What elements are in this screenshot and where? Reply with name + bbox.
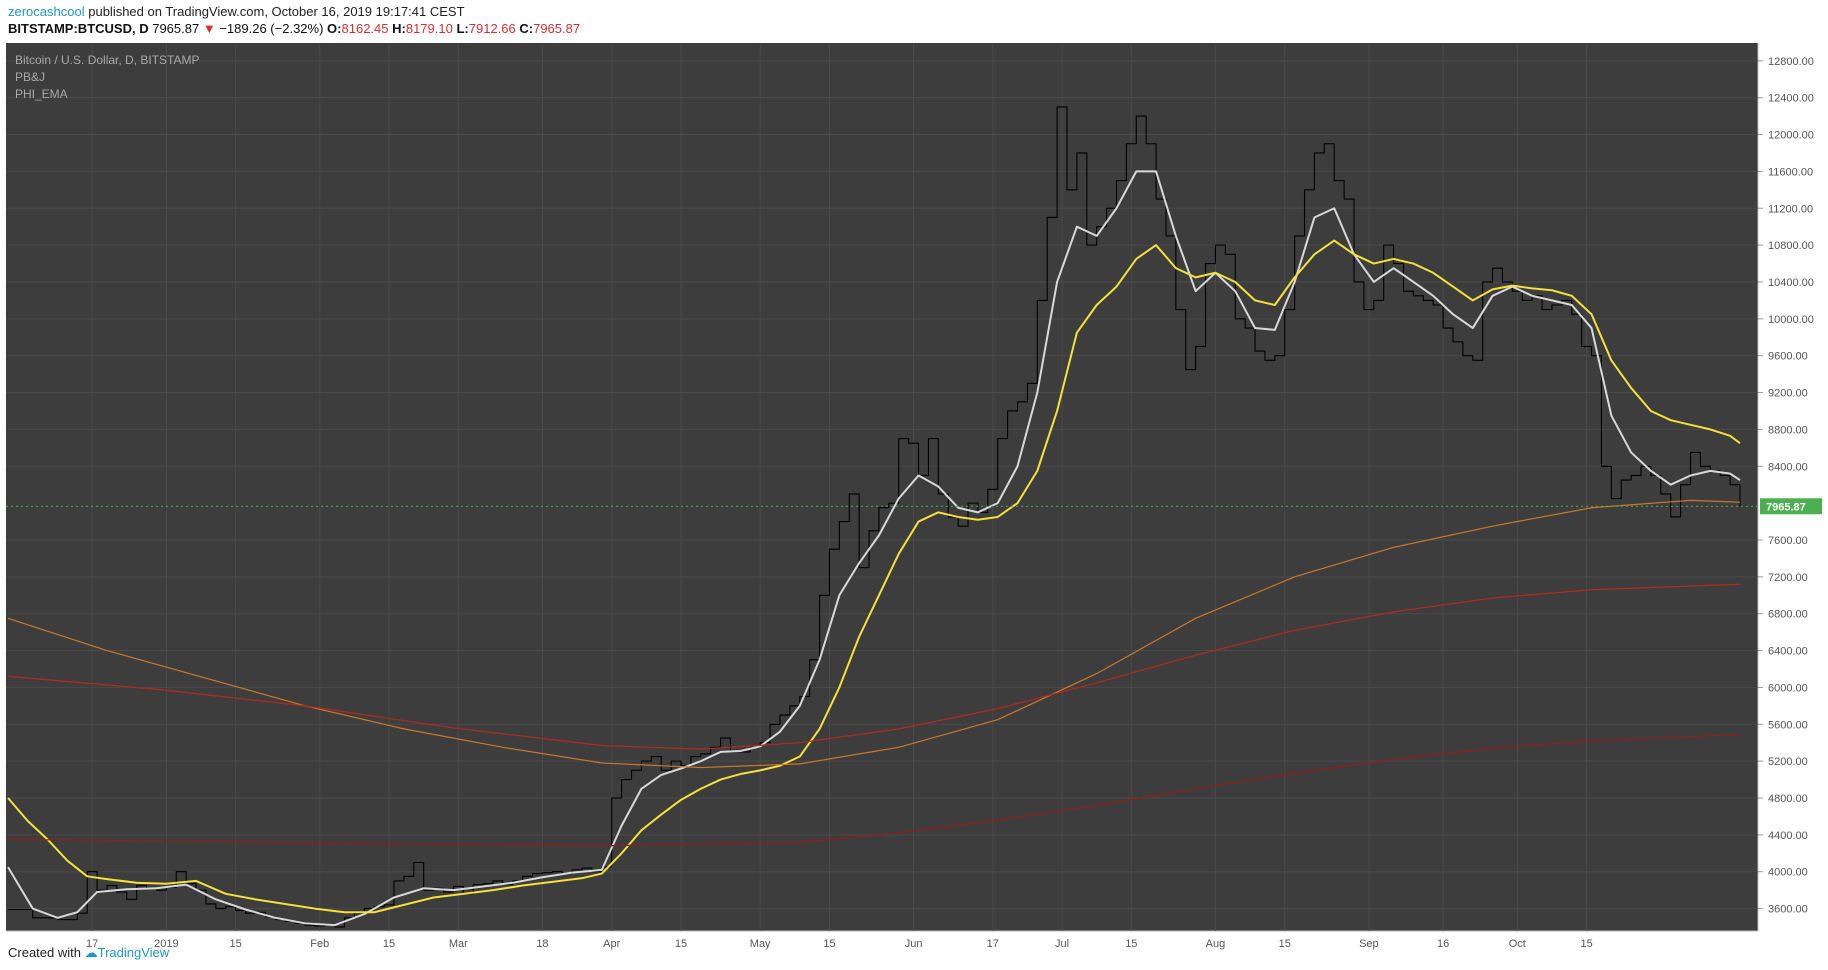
high-value: 8179.10 [405, 21, 453, 36]
legend-title: Bitcoin / U.S. Dollar, D, BITSTAMP [15, 53, 200, 67]
x-tick-label: 15 [383, 938, 395, 950]
symbol-ohlc-line: BITSTAMP:BTCUSD, D 7965.87 ▼ −189.26 (−2… [8, 21, 580, 37]
x-tick-label: 16 [1437, 938, 1449, 950]
y-tick-label: 11600.00 [1768, 166, 1813, 178]
y-tick-label: 8400.00 [1768, 461, 1808, 473]
x-tick-label: 15 [1125, 938, 1137, 950]
legend-indicator-pbj[interactable]: PB&J [15, 70, 45, 84]
tradingview-link[interactable]: TradingView [97, 945, 170, 960]
y-tick-label: 10800.00 [1768, 240, 1814, 252]
x-tick-label: Feb [310, 938, 329, 950]
y-tick-label: 7200.00 [1768, 572, 1808, 584]
chart-panel[interactable] [6, 43, 1758, 931]
x-tick-label: 15 [823, 938, 835, 950]
x-tick-label: Oct [1509, 938, 1526, 950]
price-change: −189.26 (−2.32%) [219, 21, 324, 36]
x-tick-label: Jul [1055, 938, 1069, 950]
x-tick-label: Mar [449, 938, 468, 950]
last-price-label: 7965.87 [1766, 501, 1806, 513]
y-tick-label: 4800.00 [1768, 793, 1808, 805]
x-tick-label: Apr [603, 938, 620, 950]
author-link[interactable]: zerocashcool [8, 4, 85, 19]
y-tick-label: 9600.00 [1768, 351, 1808, 363]
x-tick-label: 17 [987, 938, 999, 950]
x-tick-label: 17 [86, 938, 98, 950]
footer: Created with ☁TradingView [8, 945, 169, 961]
last-price-badge [1760, 498, 1822, 515]
low-label: L: [456, 21, 469, 36]
series-group [7, 106, 1741, 928]
x-tick-label: Aug [1206, 938, 1226, 950]
y-tick-label: 6000.00 [1768, 682, 1808, 694]
y-tick-label: 7600.00 [1768, 535, 1808, 547]
y-axis-ticks: 12800.00 12400.00 12000.00 11600.00 11200.00… [1758, 56, 1814, 916]
y-tick-label: 5200.00 [1768, 756, 1808, 768]
x-tick-label: Jun [905, 938, 923, 950]
high-label: H: [392, 21, 406, 36]
symbol-name: BITSTAMP:BTCUSD, D [8, 21, 149, 36]
y-tick-label: 3600.00 [1768, 904, 1808, 916]
tradingview-logo-icon: ☁ [84, 945, 98, 960]
x-tick-label: Sep [1359, 938, 1379, 950]
y-tick-label: 9200.00 [1768, 388, 1808, 400]
series-line-phi-ema-red [7, 583, 1741, 750]
close-label: C: [519, 21, 534, 36]
low-value: 7912.66 [468, 21, 516, 36]
y-tick-label: 12800.00 [1768, 56, 1814, 68]
y-tick-label: 4400.00 [1768, 830, 1808, 842]
legend-indicator-phi-ema[interactable]: PHI_EMA [15, 87, 68, 101]
series-line-phi-ema-dark-red [7, 733, 1741, 847]
x-tick-label: 15 [1580, 938, 1592, 950]
y-tick-label: 10000.00 [1768, 314, 1814, 326]
close-value: 7965.87 [533, 21, 581, 36]
y-tick-label: 6800.00 [1768, 609, 1808, 621]
x-tick-label: 18 [536, 938, 548, 950]
x-tick-label: 15 [675, 938, 687, 950]
y-tick-label: 11200.00 [1768, 203, 1813, 215]
last-price: 7965.87 [152, 21, 200, 36]
x-tick-label: 15 [1279, 938, 1291, 950]
x-tick-label: May [750, 938, 771, 950]
y-tick-label: 10400.00 [1768, 277, 1814, 289]
x-axis-ticks: 17 2019 15 Feb 15 Mar 18 Apr 15 May 15 Jun 17 Jul 15 Au… [86, 938, 1593, 950]
y-tick-label: 6400.00 [1768, 646, 1808, 658]
y-tick-label: 4000.00 [1768, 867, 1808, 879]
series-line-pb-j-yellow-ema [7, 239, 1741, 914]
price-axis[interactable] [1758, 43, 1824, 931]
publish-info: published on TradingView.com, October 16… [88, 4, 465, 19]
open-value: 8162.45 [341, 21, 389, 36]
open-label: O: [327, 21, 342, 36]
y-tick-label: 5600.00 [1768, 719, 1808, 731]
created-with-text: Created with [8, 945, 81, 960]
grid [6, 43, 1758, 931]
y-tick-label: 12000.00 [1768, 130, 1814, 142]
x-tick-label: 2019 [154, 938, 178, 950]
publish-line: zerocashcool published on TradingView.co… [8, 4, 465, 20]
y-tick-label: 8800.00 [1768, 424, 1808, 436]
y-tick-label: 12400.00 [1768, 93, 1814, 105]
down-arrow-icon: ▼ [202, 21, 216, 36]
x-tick-label: 15 [230, 938, 242, 950]
